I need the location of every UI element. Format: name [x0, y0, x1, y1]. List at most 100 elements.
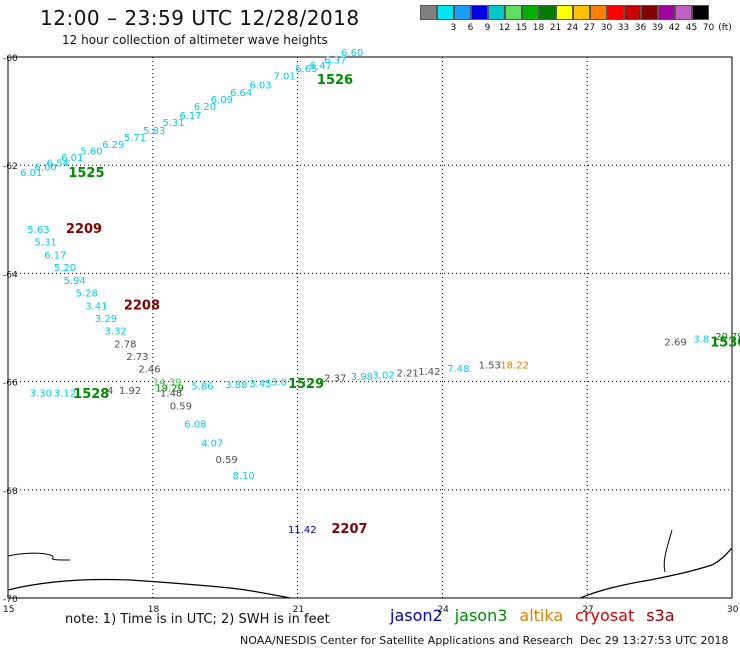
satellite-jason3: jason3: [454, 606, 508, 625]
wave-height-value: 19.29: [155, 383, 184, 394]
legend-swatch: [420, 5, 437, 20]
lat-tick-label: -60: [3, 54, 18, 64]
wave-height-value: 8.10: [232, 471, 254, 482]
wave-height-value: 6.17: [179, 111, 201, 122]
lat-tick-label: -62: [3, 162, 18, 172]
wave-height-value: 6.54: [47, 158, 69, 169]
legend-swatch: [488, 5, 505, 20]
legend-swatch: [556, 5, 573, 20]
wave-height-value: 6.03: [249, 80, 271, 91]
wave-height-value: 1.48: [160, 389, 182, 400]
legend-label: 12: [498, 23, 511, 33]
wave-height-value: 2.69: [664, 337, 686, 348]
lon-tick-label: 24: [437, 605, 449, 615]
satellite-cryosat: cryosat: [575, 606, 635, 625]
wave-height-value: 3.8: [693, 335, 709, 346]
wave-height-value: 2.46: [138, 364, 160, 375]
legend-swatch: [454, 5, 471, 20]
wave-height-value: 3.41: [85, 302, 107, 313]
legend-swatch: [437, 5, 454, 20]
satellite-s3a: s3a: [646, 606, 675, 625]
wave-height-value: 7.48: [447, 364, 469, 375]
wave-height-value: 5.28: [76, 289, 98, 300]
map-subtitle: 12 hour collection of altimeter wave hei…: [62, 33, 328, 47]
lat-tick-label: -64: [3, 270, 18, 280]
wave-height-value: 14.39: [153, 377, 182, 388]
satellite-legend: jason2 jason3 altika cryosat s3a: [390, 606, 687, 625]
legend-label: 33: [617, 23, 630, 33]
pass-time-label: 1525: [68, 166, 104, 181]
wave-height-value: 6.01: [20, 168, 42, 179]
wave-height-value: 6.00: [35, 163, 57, 174]
legend-swatch: [471, 5, 488, 20]
legend-label: 27: [583, 23, 596, 33]
wave-height-value: 18.22: [500, 361, 529, 372]
wave-height-value: 5.83: [143, 126, 165, 137]
legend-label: 6: [467, 23, 474, 33]
legend-swatch: [522, 5, 539, 20]
satellite-altika: altika: [519, 606, 564, 625]
map-frame: [7, 56, 733, 599]
pass-time-label: 2209: [66, 222, 102, 237]
wave-height-value: 2.37: [324, 374, 346, 385]
wave-height-value: 3.02: [372, 370, 394, 381]
legend-swatch: [692, 5, 709, 20]
lon-tick-label: 15: [3, 605, 14, 615]
legend-swatch: [624, 5, 641, 20]
wave-height-value: 3.29: [95, 314, 117, 325]
wave-height-value: 0.59: [216, 455, 238, 466]
legend-label: 15: [515, 23, 528, 33]
wave-height-value: 5.94: [64, 276, 86, 287]
legend-label: 9: [484, 23, 491, 33]
wave-height-value: 7.01: [273, 72, 295, 83]
wave-height-value: 5.31: [162, 118, 184, 129]
map-title: 12:00 – 23:59 UTC 12/28/2018: [40, 6, 360, 30]
coastline-west: [7, 578, 291, 599]
legend-swatch: [641, 5, 658, 20]
wave-height-value: 6.60: [341, 48, 363, 59]
wave-height-value: 1.42: [418, 367, 440, 378]
wave-height-value: 6.01: [61, 153, 83, 164]
lon-tick-label: 21: [293, 605, 304, 615]
legend-swatch: [607, 5, 624, 20]
wave-height-value: 3.0: [271, 377, 287, 388]
pass-time-label: 2207: [331, 522, 367, 537]
legend-label: 21: [549, 23, 562, 33]
wave-height-value: 6.20: [194, 102, 216, 113]
wave-height-value: 5.31: [35, 237, 57, 248]
wave-height-value: 3.12: [54, 389, 76, 400]
lon-tick-label: 27: [582, 605, 593, 615]
note-text: note: 1) Time is in UTC; 2) SWH is in fe…: [65, 612, 330, 627]
wave-height-value: 2.78: [114, 340, 136, 351]
wave-height-value: 6.65: [295, 64, 317, 75]
wave-height-value: 4: [107, 386, 113, 397]
legend-swatch: [505, 5, 522, 20]
legend-label: 70: [702, 23, 715, 33]
observations-layer: 6.606.376.476.657.016.036.646.096.206.17…: [20, 48, 740, 537]
lon-tick-label: 18: [148, 605, 160, 615]
legend-label: 45: [685, 23, 698, 33]
legend-units: (ft): [718, 23, 732, 33]
wave-height-value: 6.08: [184, 420, 206, 431]
lon-tick-label: 30: [727, 605, 739, 615]
coastline-inlet: [663, 529, 673, 573]
satellite-jason2: jason2: [390, 606, 443, 625]
wave-height-value: 1.92: [119, 386, 141, 397]
legend-label: 36: [634, 23, 647, 33]
legend-swatch: [539, 5, 556, 20]
legend-swatch: [675, 5, 692, 20]
legend-label: 30: [600, 23, 613, 33]
wave-height-value: 5.86: [191, 382, 213, 393]
wave-height-value: 1.53: [479, 361, 501, 372]
footer-agency: NOAA/NESDIS Center for Satellite Applica…: [240, 634, 574, 647]
wave-height-value: 6.09: [211, 95, 233, 106]
wave-height-value: 2.73: [126, 352, 148, 363]
wave-height-value: 0.59: [170, 402, 192, 413]
pass-time-label: 1530: [710, 335, 740, 350]
lat-tick-label: -70: [3, 595, 18, 605]
legend-label: 39: [651, 23, 664, 33]
wave-height-value: 5.71: [124, 133, 146, 144]
coastline-ice-edge: [7, 552, 71, 561]
